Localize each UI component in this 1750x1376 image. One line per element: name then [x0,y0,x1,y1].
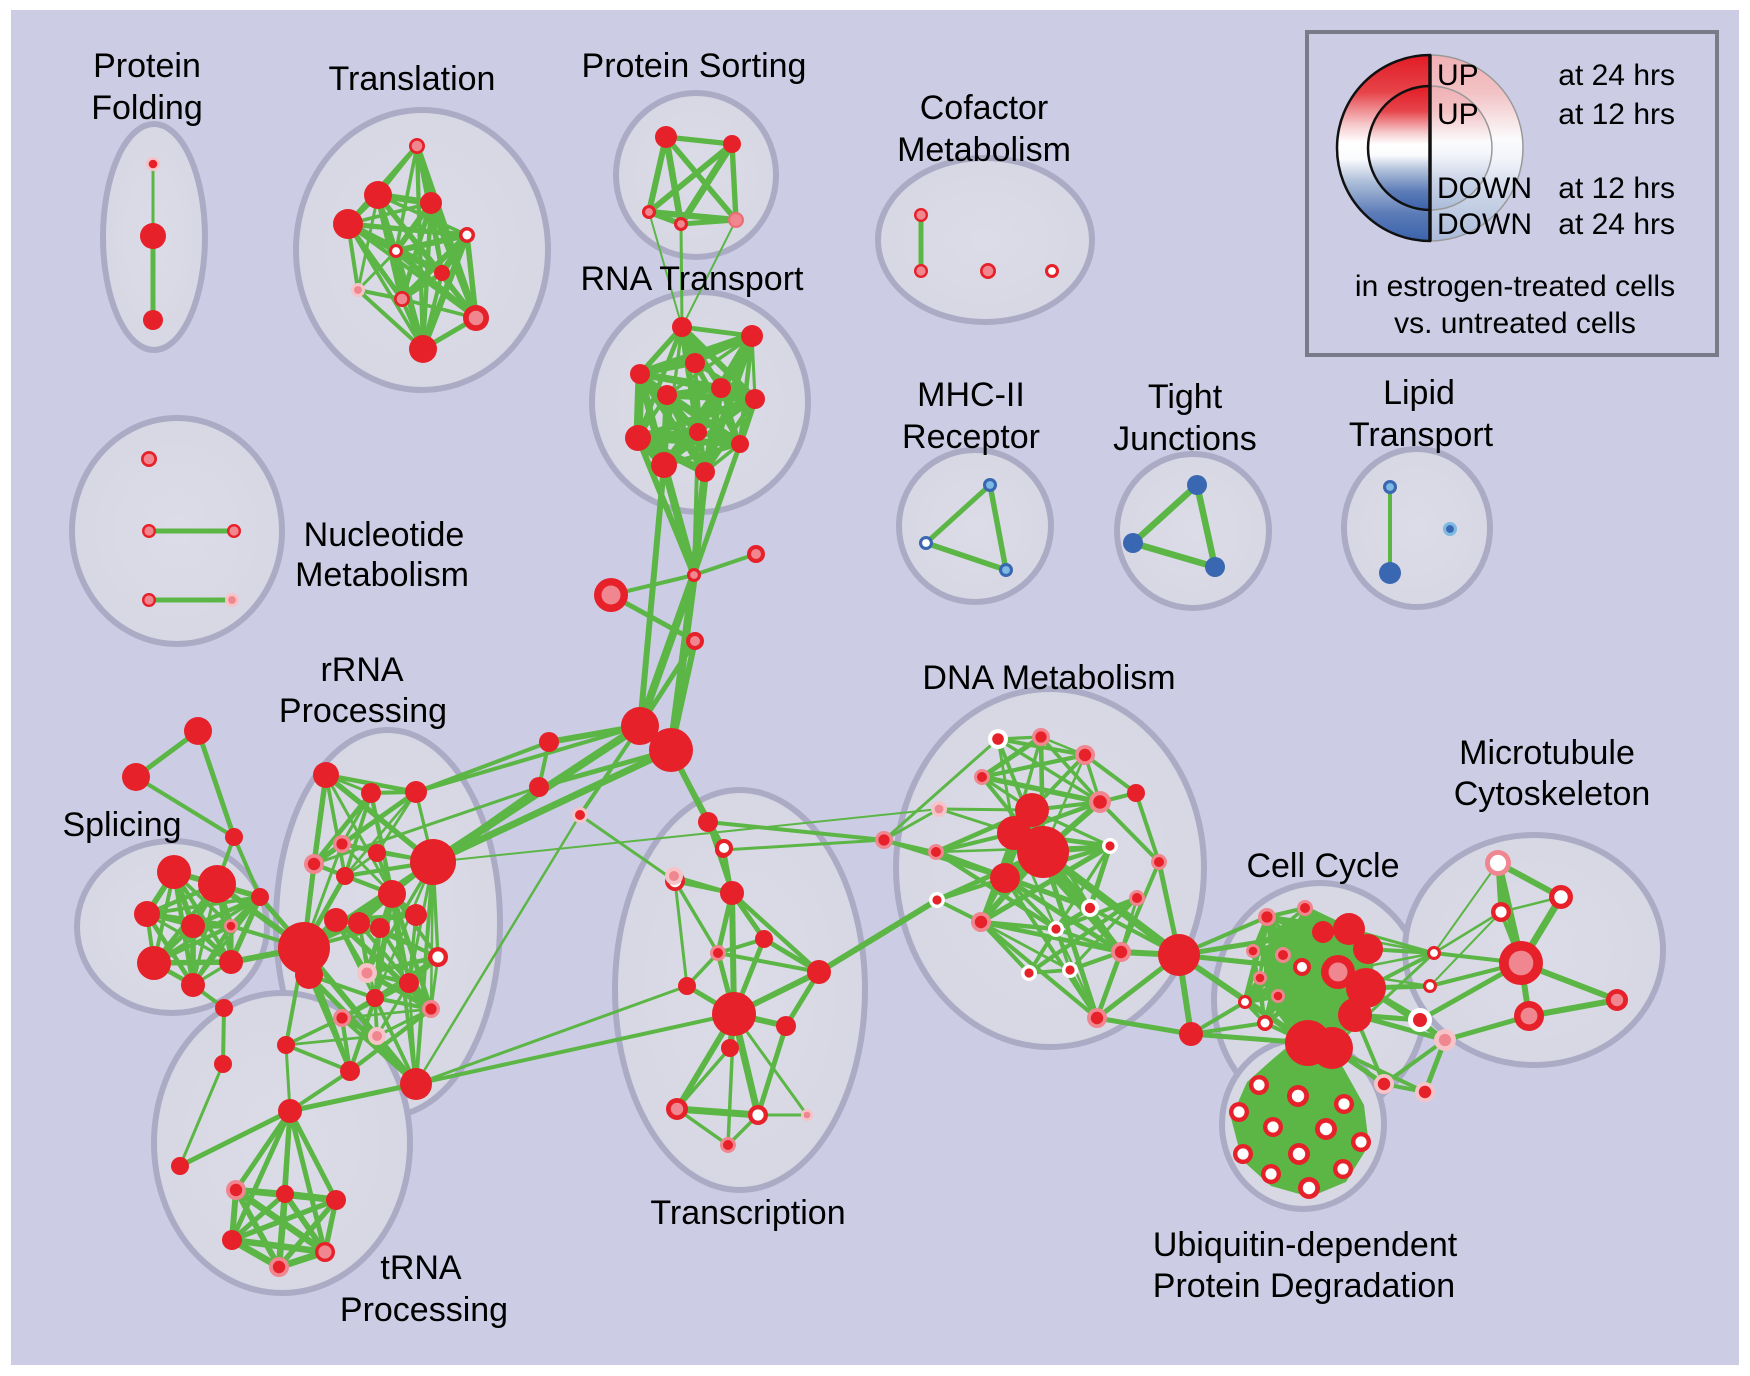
svg-text:Folding: Folding [91,89,203,127]
svg-text:UP: UP [1437,59,1479,92]
svg-text:Cell Cycle: Cell Cycle [1246,847,1399,885]
svg-text:Tight: Tight [1148,378,1223,416]
svg-text:DOWN: DOWN [1437,172,1532,205]
svg-text:MHC-II: MHC-II [917,376,1025,414]
svg-text:at 12 hrs: at 12 hrs [1558,98,1675,131]
svg-text:Ubiquitin-dependent: Ubiquitin-dependent [1153,1226,1458,1264]
svg-text:Microtubule: Microtubule [1459,734,1635,772]
svg-text:Lipid: Lipid [1383,374,1455,412]
svg-text:Nucleotide: Nucleotide [304,516,465,554]
svg-text:Splicing: Splicing [62,806,181,844]
svg-text:at 24 hrs: at 24 hrs [1558,208,1675,241]
svg-text:at 24 hrs: at 24 hrs [1558,59,1675,92]
svg-text:Cytoskeleton: Cytoskeleton [1454,775,1651,813]
svg-text:Protein Degradation: Protein Degradation [1153,1267,1455,1305]
svg-text:Translation: Translation [329,60,496,98]
svg-text:Transcription: Transcription [650,1194,845,1232]
svg-text:at 12 hrs: at 12 hrs [1558,172,1675,205]
svg-text:tRNA: tRNA [380,1249,462,1287]
svg-text:RNA Transport: RNA Transport [581,260,805,298]
svg-text:Metabolism: Metabolism [295,556,469,594]
svg-text:Receptor: Receptor [902,418,1040,456]
svg-text:Processing: Processing [279,692,447,730]
svg-text:in estrogen-treated cells: in estrogen-treated cells [1355,270,1675,303]
svg-text:Protein: Protein [93,47,201,85]
svg-text:UP: UP [1437,98,1479,131]
svg-text:Metabolism: Metabolism [897,131,1071,169]
svg-text:Protein Sorting: Protein Sorting [582,47,807,85]
svg-text:DNA Metabolism: DNA Metabolism [922,659,1175,697]
svg-text:rRNA: rRNA [320,651,403,689]
svg-text:Cofactor: Cofactor [920,89,1049,127]
svg-text:Processing: Processing [340,1291,508,1329]
svg-text:vs. untreated cells: vs. untreated cells [1394,307,1636,340]
svg-text:Junctions: Junctions [1113,420,1257,458]
svg-text:Transport: Transport [1349,416,1494,454]
svg-text:DOWN: DOWN [1437,208,1532,241]
